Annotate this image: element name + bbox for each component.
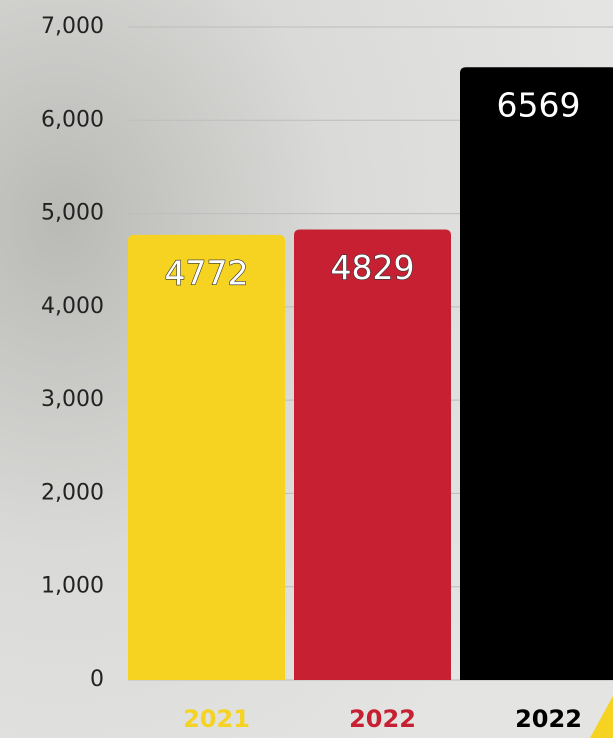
- y-tick-label: 2,000: [41, 480, 104, 505]
- x-tick-label: 2022: [349, 705, 416, 733]
- bar: [460, 67, 613, 680]
- y-tick-label: 6,000: [41, 107, 104, 132]
- bar: [128, 234, 285, 680]
- y-tick-label: 0: [90, 667, 104, 692]
- y-tick-label: 3,000: [41, 387, 104, 412]
- bar: [294, 229, 451, 680]
- x-tick-label: 2021: [183, 705, 250, 733]
- value-label: 4829: [331, 248, 415, 287]
- y-tick-label: 7,000: [41, 14, 104, 39]
- y-tick-label: 5,000: [41, 201, 104, 226]
- y-tick-label: 4,000: [41, 294, 104, 319]
- value-label: 6569: [497, 86, 581, 125]
- value-label: 4772: [165, 253, 249, 292]
- corner-accent: [590, 696, 613, 738]
- y-tick-label: 1,000: [41, 574, 104, 599]
- x-tick-label: 2022: [515, 705, 582, 733]
